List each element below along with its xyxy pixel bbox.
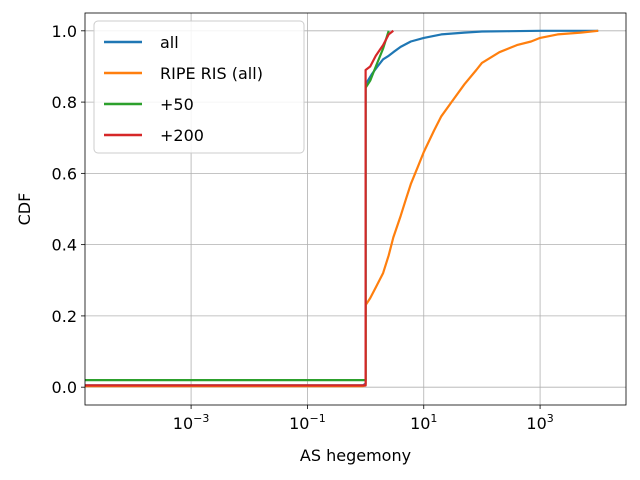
x-tick-label: 10−3 (173, 412, 210, 433)
legend-label: +50 (160, 95, 194, 114)
y-tick-label: 0.6 (52, 164, 77, 183)
legend-label: +200 (160, 126, 204, 145)
x-tick-label: 103 (526, 412, 553, 433)
y-tick-label: 0.4 (52, 236, 77, 255)
series-lines (85, 29, 599, 388)
series-line-50 (85, 30, 390, 382)
x-tick-label: 101 (410, 412, 437, 433)
y-tick-label: 0.8 (52, 93, 77, 112)
y-axis-label: CDF (15, 193, 34, 226)
y-tick-label: 0.0 (52, 378, 77, 397)
legend-label: RIPE RIS (all) (160, 64, 263, 83)
x-tick-label: 10−1 (289, 412, 326, 433)
ticks: 10−3 10−1 101 103 0.0 0.2 0.4 0.6 0.8 1.0 (52, 22, 554, 433)
y-tick-label: 1.0 (52, 22, 77, 41)
plot-frame (84, 12, 627, 406)
legend: all RIPE RIS (all) +50 +200 (93, 20, 305, 154)
legend-label: all (160, 33, 179, 52)
legend-box (93, 20, 305, 154)
x-axis-label: AS hegemony (300, 446, 411, 465)
series-line-200 (85, 29, 394, 387)
y-tick-label: 0.2 (52, 307, 77, 326)
series-line-ripe-ris-all (85, 29, 599, 388)
